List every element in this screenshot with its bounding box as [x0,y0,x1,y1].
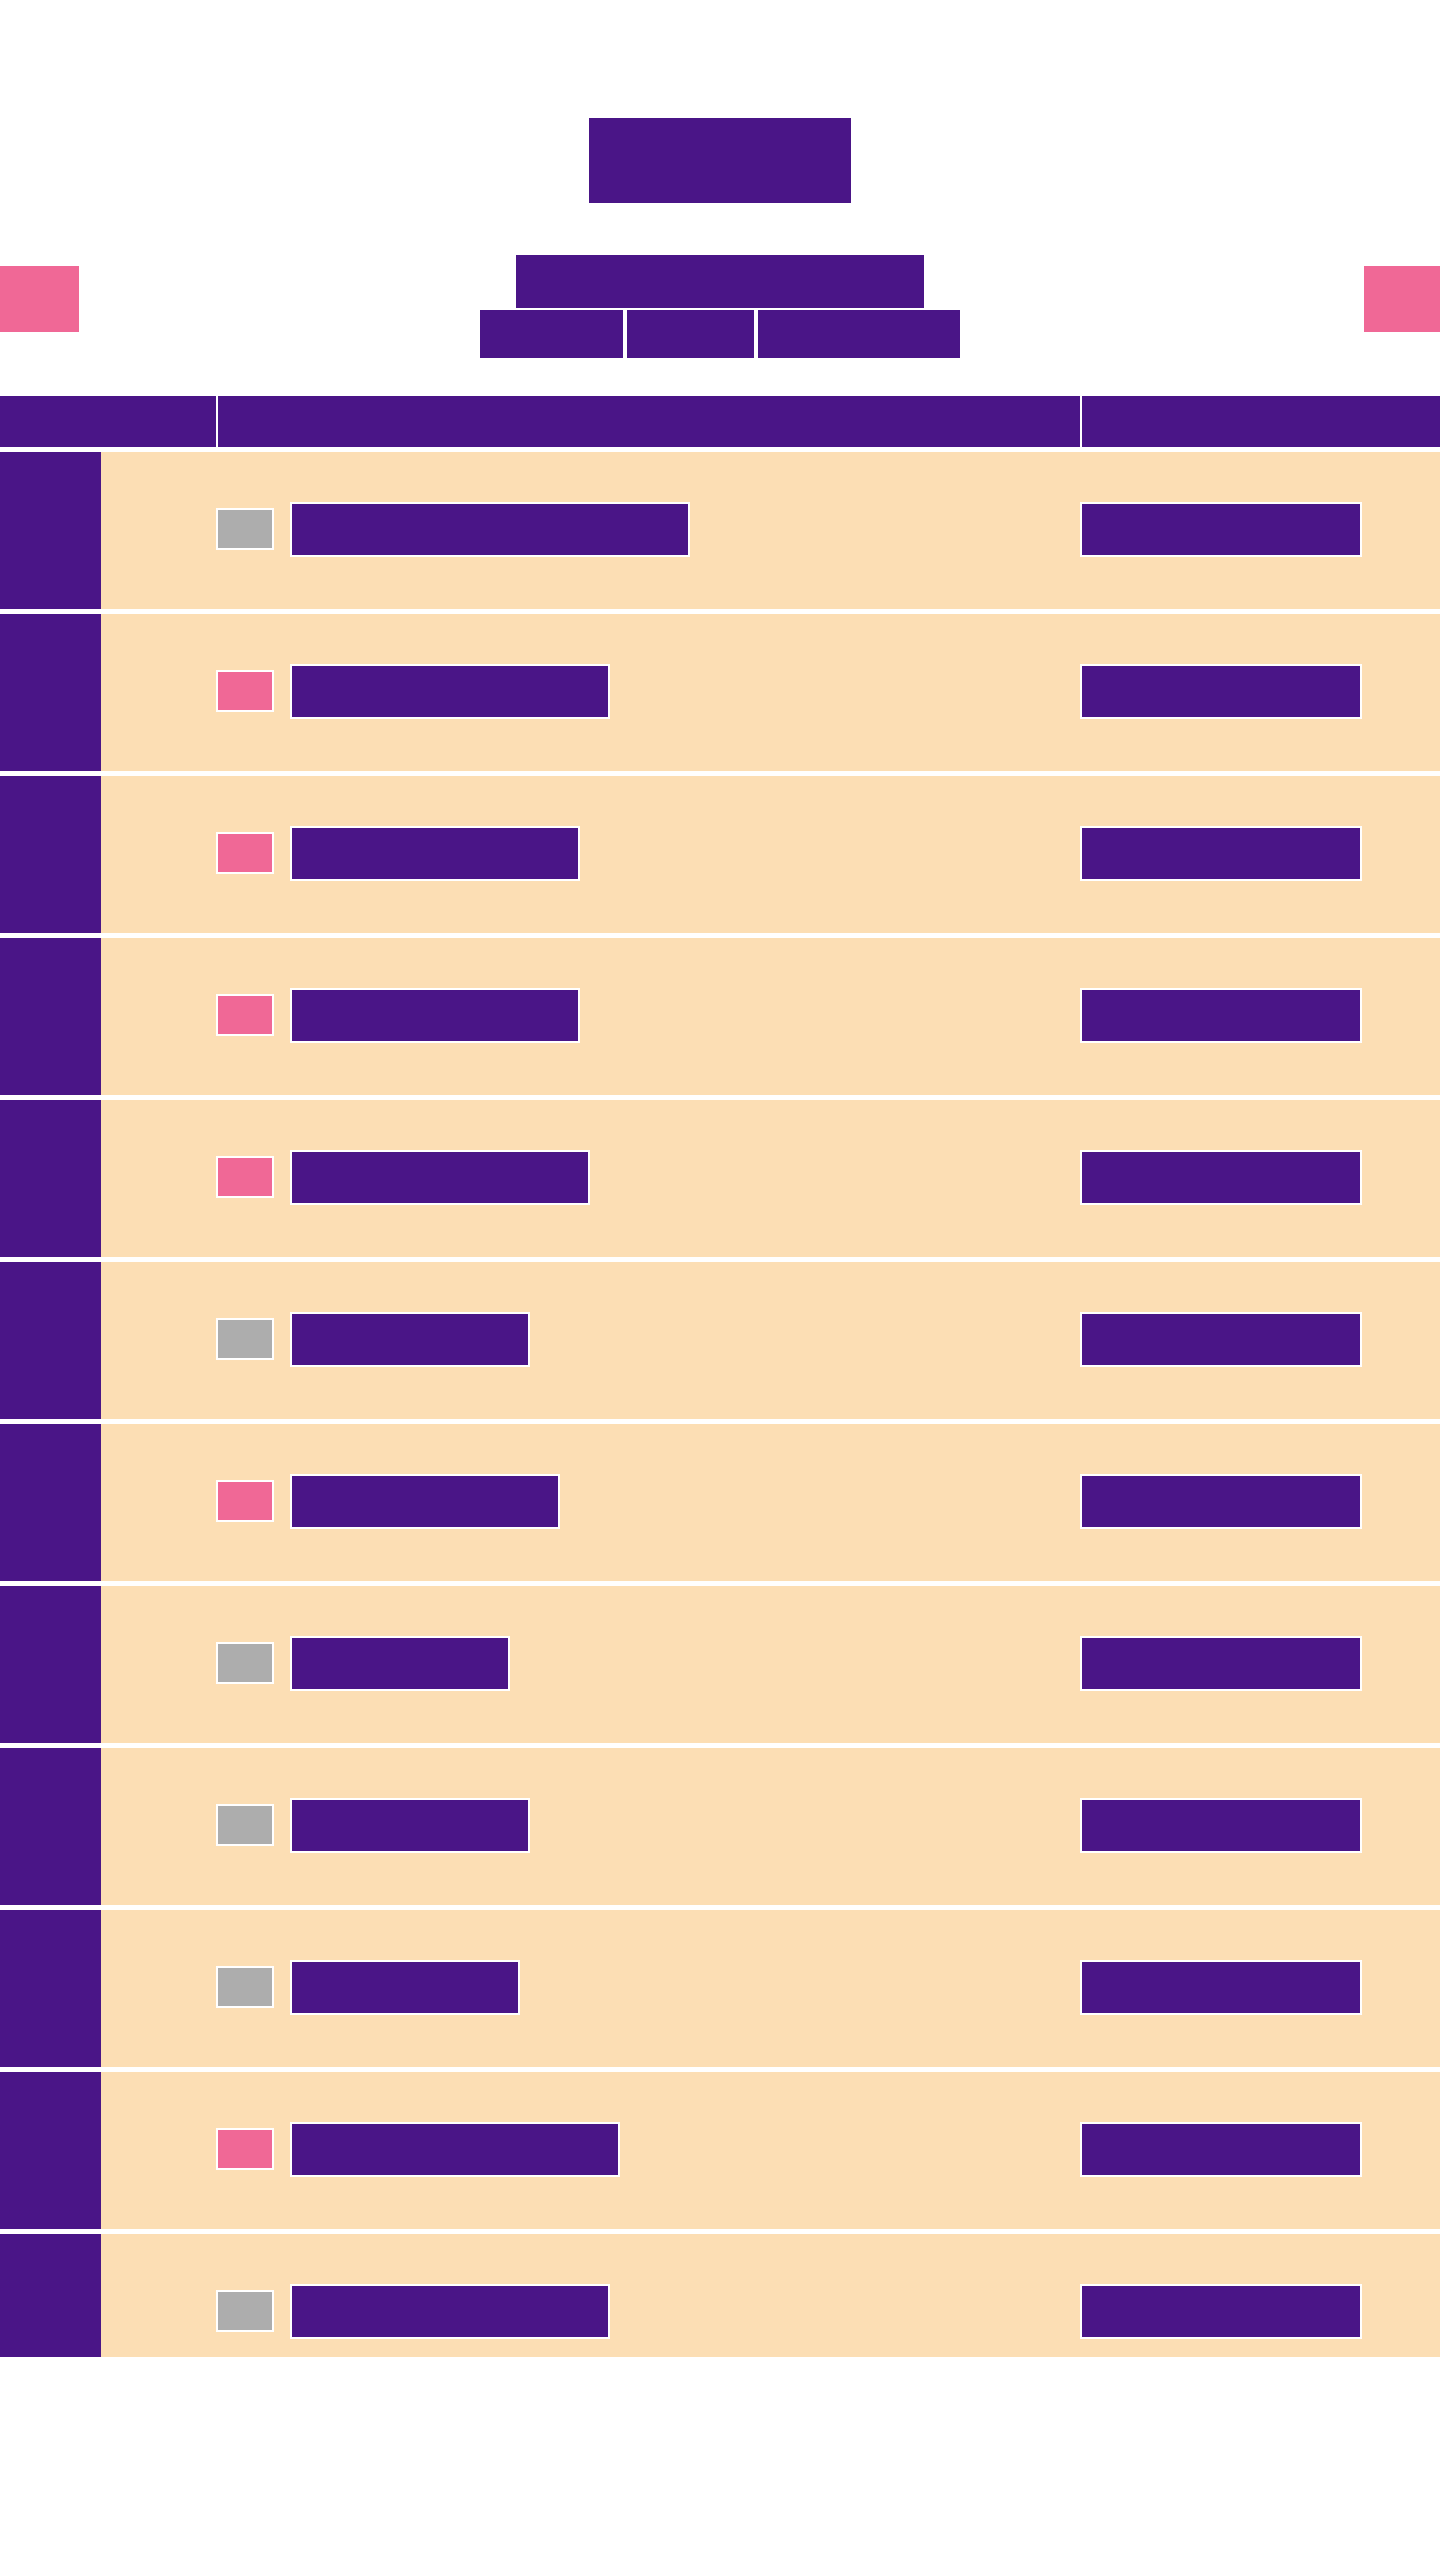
row-index-cell [0,1748,101,1905]
row-index-cell [0,776,101,933]
status-inactive-icon [216,1318,274,1360]
row-name[interactable] [290,988,580,1043]
status-active-icon [216,2128,274,2170]
row-name[interactable] [290,1636,510,1691]
table-row[interactable] [0,1424,1440,1581]
row-name[interactable] [290,2284,610,2339]
page-title [589,118,851,203]
status-inactive-icon [216,2290,274,2332]
row-index-cell [0,1262,101,1419]
status-inactive-icon [216,508,274,550]
row-value [1080,1798,1362,1853]
table-row[interactable] [0,938,1440,1095]
row-index-cell [0,1586,101,1743]
row-value [1080,502,1362,557]
status-active-icon [216,1156,274,1198]
column-header-1[interactable] [0,396,218,447]
row-name[interactable] [290,1960,520,2015]
row-name[interactable] [290,1150,590,1205]
row-value [1080,1636,1362,1691]
row-index-cell [0,452,101,609]
row-name[interactable] [290,1312,530,1367]
row-value [1080,1474,1362,1529]
row-value [1080,1312,1362,1367]
status-inactive-icon [216,1966,274,2008]
row-name[interactable] [290,2122,620,2177]
row-index-cell [0,1424,101,1581]
row-value [1080,664,1362,719]
row-value [1080,1150,1362,1205]
table-row[interactable] [0,614,1440,771]
status-inactive-icon [216,1804,274,1846]
status-active-icon [216,832,274,874]
row-value [1080,1960,1362,2015]
row-name[interactable] [290,826,580,881]
table-row[interactable] [0,776,1440,933]
row-name[interactable] [290,1798,530,1853]
table-row[interactable] [0,1262,1440,1419]
table-row[interactable] [0,2234,1440,2357]
row-value [1080,988,1362,1043]
row-index-cell [0,2072,101,2229]
row-index-cell [0,1100,101,1257]
column-header-3[interactable] [1082,396,1440,447]
row-name[interactable] [290,502,690,557]
table-row[interactable] [0,2072,1440,2229]
page-subtitle [516,255,924,308]
row-index-cell [0,938,101,1095]
row-name[interactable] [290,1474,560,1529]
tab-3[interactable] [756,308,962,360]
table-row[interactable] [0,452,1440,609]
status-active-icon [216,670,274,712]
status-active-icon [216,994,274,1036]
tab-2[interactable] [625,308,756,360]
status-inactive-icon [216,1642,274,1684]
row-index-cell [0,614,101,771]
next-button[interactable] [1364,266,1440,332]
row-value [1080,2122,1362,2177]
status-active-icon [216,1480,274,1522]
row-value [1080,2284,1362,2339]
table-row[interactable] [0,1910,1440,2067]
table-row[interactable] [0,1586,1440,1743]
row-value [1080,826,1362,881]
row-index-cell [0,1910,101,2067]
column-header-2[interactable] [218,396,1082,447]
tab-1[interactable] [478,308,625,360]
table-row[interactable] [0,1748,1440,1905]
row-name[interactable] [290,664,610,719]
previous-button[interactable] [0,266,79,332]
row-index-cell [0,2234,101,2357]
table-row[interactable] [0,1100,1440,1257]
table-header [0,396,1440,447]
